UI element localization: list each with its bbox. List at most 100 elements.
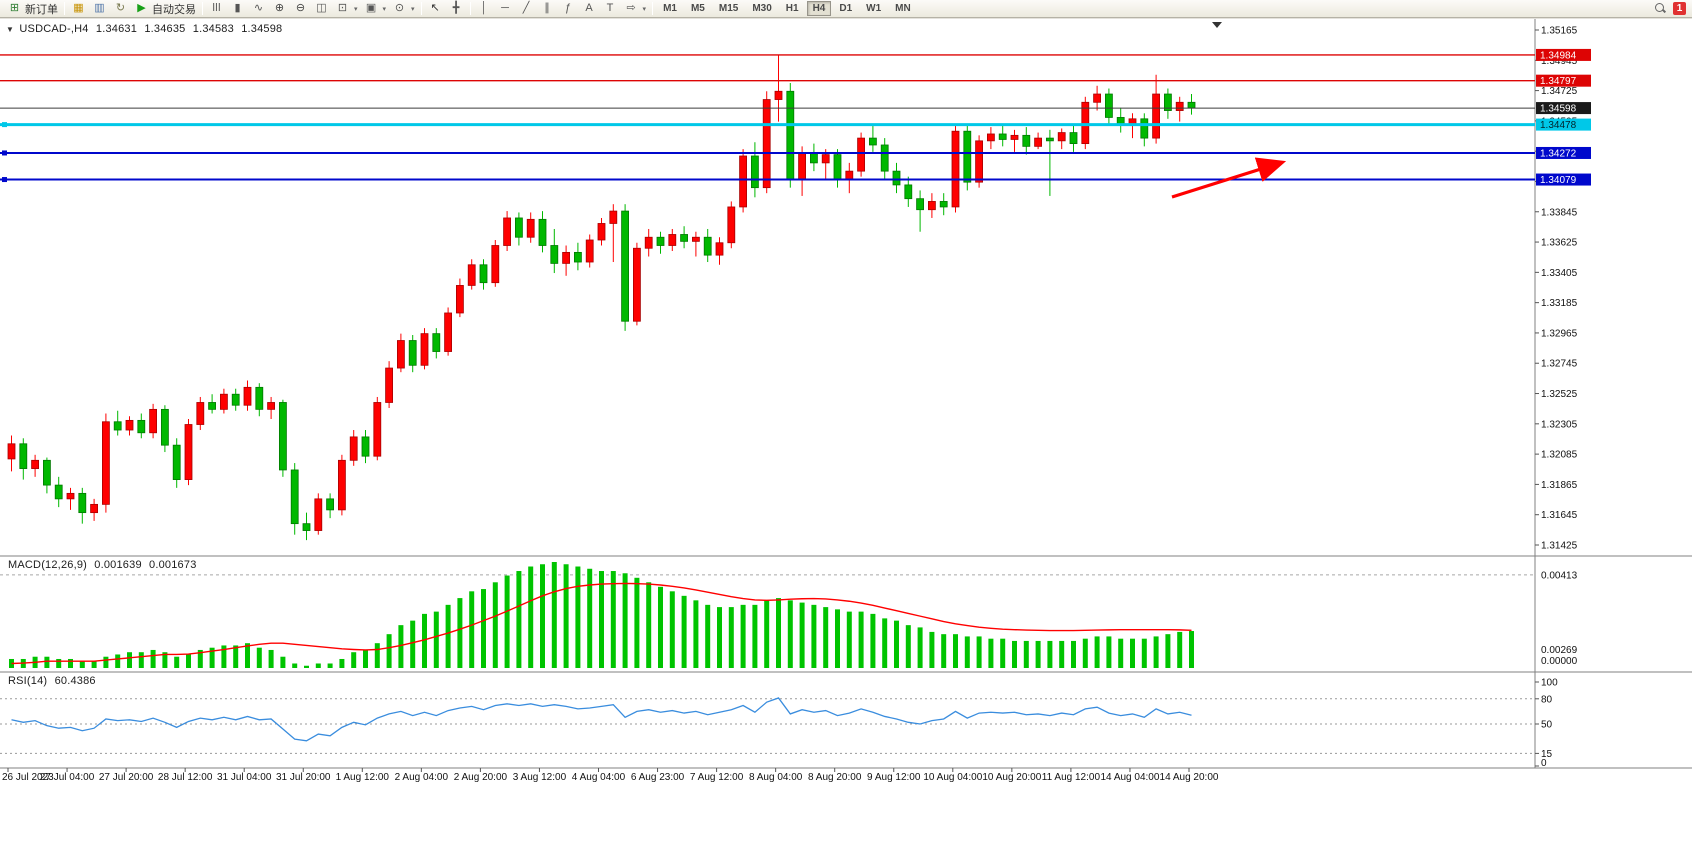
toolbar-separator	[469, 2, 471, 15]
macd-bar	[917, 627, 923, 668]
candle	[880, 138, 889, 180]
timeframe-button-m15[interactable]: M15	[718, 3, 739, 14]
macd-main-value: 0.001639	[94, 559, 142, 571]
crosshair-icon: ╋	[452, 2, 460, 14]
period-clock-icon: ⊙	[394, 2, 405, 14]
zoom-out-icon[interactable]: ⊖	[290, 1, 311, 17]
chart-shift-marker[interactable]	[1212, 22, 1222, 28]
candle	[102, 413, 110, 513]
timeframe-button-h4[interactable]: H4	[806, 1, 832, 16]
one-click-trading-toggle[interactable]: ▼	[6, 25, 15, 34]
price-scale-label: 1.31865	[1541, 480, 1578, 491]
profiles-icon[interactable]: ▣ ▾	[361, 1, 390, 17]
trendline-tool-icon[interactable]: ╱	[516, 1, 537, 17]
candlestick-style-icon[interactable]: ▮	[227, 1, 248, 17]
timeframe-button-m5[interactable]: M5	[690, 3, 705, 14]
bid-price-line-tag-label: 1.34598	[1540, 104, 1577, 115]
cursor-icon[interactable]: ↖	[425, 1, 446, 17]
candle	[810, 143, 818, 172]
text-label-tool-icon[interactable]: T	[600, 1, 621, 17]
vertical-line-tool-icon[interactable]: │	[474, 1, 495, 17]
macd-bar	[1130, 638, 1135, 668]
crosshair-icon[interactable]: ╋	[446, 1, 467, 17]
candle	[7, 435, 16, 472]
macd-bar	[280, 656, 286, 668]
caret-down-icon: ▾	[382, 5, 387, 13]
timeframe-button-h1[interactable]: H1	[785, 3, 799, 14]
macd-bar	[398, 625, 404, 668]
new-order-button[interactable]: ⊞ 新订单	[4, 1, 61, 17]
support-line-blue-2-tag	[1536, 173, 1591, 186]
time-scale-label: 4 Aug 04:00	[572, 772, 626, 783]
line-chart-style-icon[interactable]: ∿	[248, 1, 269, 17]
time-scale-label: 1 Aug 12:00	[336, 772, 390, 783]
candle	[219, 388, 228, 414]
bar-high-value: 1.34635	[144, 23, 186, 35]
time-scale-label: 26 Jul 2023	[2, 772, 54, 783]
candle	[562, 245, 570, 276]
time-scale-label: 14 Aug 04:00	[1100, 772, 1159, 783]
candle	[692, 231, 700, 257]
candle	[1057, 128, 1066, 150]
support-line-blue-2-handle[interactable]	[2, 177, 7, 183]
bar-chart-style-icon[interactable]: ǀǀǀ	[206, 1, 227, 17]
macd-bar	[610, 571, 616, 668]
trend-arrow-annotation[interactable]	[1171, 157, 1287, 199]
arrows-tool-icon[interactable]: ⇨ ▾	[621, 1, 650, 17]
zoom-in-icon: ⊕	[274, 2, 285, 14]
fibonacci-icon[interactable]: ƒ	[558, 1, 579, 17]
candle	[857, 132, 865, 177]
horizontal-line-tool-icon[interactable]: ─	[495, 1, 516, 17]
candle	[928, 193, 936, 218]
price-scale-label: 1.32085	[1541, 450, 1578, 461]
macd-bar	[127, 652, 132, 668]
candle	[255, 383, 264, 417]
new-chart-icon[interactable]: ⊡ ▾	[332, 1, 361, 17]
autotrading-button[interactable]: ▶ 自动交易	[131, 1, 199, 17]
support-line-cyan-handle[interactable]	[2, 122, 7, 128]
rsi-name: RSI(14)	[8, 675, 48, 687]
support-line-blue-1-handle[interactable]	[2, 150, 7, 156]
data-window-icon: ▥	[94, 2, 105, 14]
bar-open-value: 1.34631	[95, 23, 138, 35]
timeframe-button-m1[interactable]: M1	[663, 3, 677, 14]
candle	[538, 211, 547, 253]
rsi-scale-label: 100	[1541, 678, 1558, 689]
macd-bar	[705, 604, 711, 668]
data-window-icon[interactable]: ▥	[89, 1, 110, 17]
macd-bar	[1094, 636, 1100, 668]
macd-bar	[492, 582, 498, 668]
candle	[43, 457, 51, 494]
rsi-panel: 100 80 50 150	[0, 678, 1558, 769]
timeframe-button-d1[interactable]: D1	[839, 3, 853, 14]
macd-bar	[138, 652, 144, 668]
macd-bar	[776, 598, 781, 668]
tile-windows-icon[interactable]: ◫	[311, 1, 332, 17]
candle	[1010, 129, 1019, 152]
macd-bar	[717, 607, 722, 668]
timeframe-button-w1[interactable]: W1	[866, 3, 882, 14]
macd-bar	[622, 573, 628, 668]
text-tool-icon[interactable]: A	[579, 1, 600, 17]
search-icon[interactable]	[1654, 2, 1667, 15]
macd-bar	[799, 602, 805, 668]
time-scale-label: 9 Aug 12:00	[867, 772, 921, 783]
notification-badge[interactable]: 1	[1673, 2, 1686, 15]
candle	[526, 212, 535, 243]
bid-price-line-tag	[1536, 102, 1591, 115]
candle	[550, 228, 559, 274]
price-scale-label: 1.31645	[1541, 510, 1578, 521]
macd-bar	[835, 609, 840, 668]
market-watch-icon[interactable]: ▦	[68, 1, 89, 17]
time-scale-label: 7 Aug 12:00	[690, 772, 744, 783]
candle	[160, 405, 169, 453]
period-clock-icon[interactable]: ⊙ ▾	[389, 1, 418, 17]
candle	[1164, 88, 1172, 119]
zoom-in-icon[interactable]: ⊕	[269, 1, 290, 17]
refresh-icon[interactable]: ↻	[110, 1, 131, 17]
equidistant-channel-icon[interactable]: ∥	[537, 1, 558, 17]
timeframe-button-mn[interactable]: MN	[895, 3, 911, 14]
timeframe-button-m30[interactable]: M30	[752, 3, 772, 14]
